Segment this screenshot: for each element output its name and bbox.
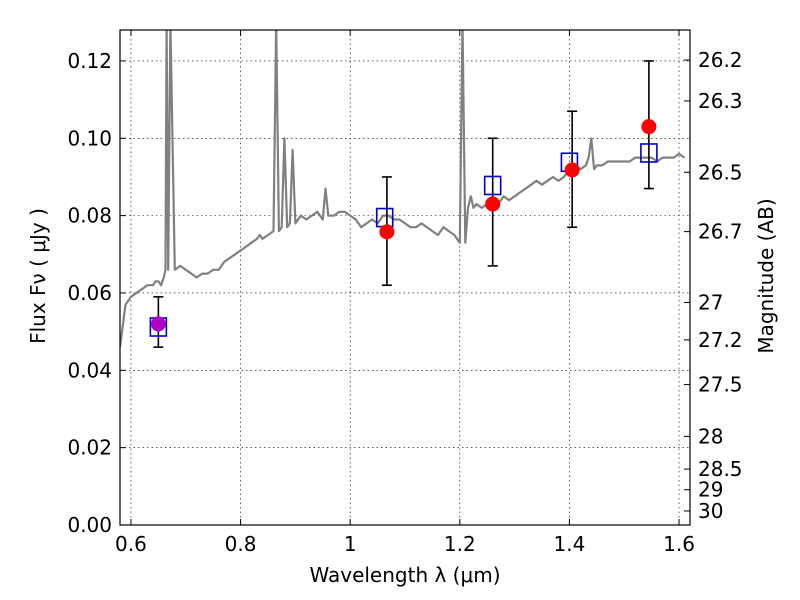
mag-tick-label: 28.5	[698, 457, 743, 481]
tick-marks	[120, 30, 690, 526]
x-tick-label: 0.6	[115, 532, 147, 556]
mag-tick-label: 27.2	[698, 328, 743, 352]
x-tick-label: 1.2	[444, 532, 476, 556]
y-axis-title: Flux Fν ( μJy )	[26, 208, 50, 344]
model-point-square	[640, 143, 658, 163]
mag-tick-label: 29	[698, 478, 723, 502]
mag-tick-label: 27.5	[698, 373, 743, 397]
mag-tick-label: 26.7	[698, 220, 743, 244]
mag-tick-label: 30	[698, 499, 723, 523]
tick-labels: 0.6 0.8 1 1.2 1.4 1.6 0.00 0.02 0.04 0.06 0.08 0.10…	[67, 48, 742, 556]
mag-tick-label: 26.2	[698, 48, 743, 72]
observed-photometry-markers	[150, 119, 657, 332]
observed-point	[485, 196, 501, 212]
y-tick-label: 0.10	[67, 126, 112, 150]
spectrum-line	[120, 30, 686, 348]
x-tick-label: 1.4	[554, 532, 586, 556]
observed-point	[564, 162, 580, 178]
observed-point	[641, 119, 657, 135]
y-tick-label: 0.04	[67, 358, 112, 382]
y-tick-label: 0.08	[67, 204, 112, 228]
model-point-square	[483, 175, 502, 196]
observed-point	[150, 316, 166, 332]
mag-tick-label: 26.3	[698, 89, 743, 113]
mag-tick-label: 28	[698, 424, 723, 448]
model-photometry-markers	[149, 143, 658, 337]
y-tick-label: 0.12	[67, 49, 112, 73]
right-axis-title: Magnitude (AB)	[754, 198, 778, 353]
plot-frame	[119, 29, 691, 526]
observed-point	[379, 224, 395, 240]
x-axis-title: Wavelength λ (μm)	[309, 563, 500, 587]
y-tick-label: 0.06	[67, 281, 112, 305]
spectrum-line-group	[120, 30, 686, 348]
mag-tick-label: 26.5	[698, 160, 743, 184]
x-tick-label: 1	[344, 532, 357, 556]
x-tick-label: 0.8	[225, 532, 257, 556]
y-tick-label: 0.02	[67, 436, 112, 460]
x-tick-label: 1.6	[663, 532, 695, 556]
grid-lines	[120, 30, 690, 526]
mag-tick-label: 27	[698, 290, 723, 314]
error-bars-group	[153, 60, 654, 348]
y-tick-label: 0.00	[67, 513, 112, 537]
